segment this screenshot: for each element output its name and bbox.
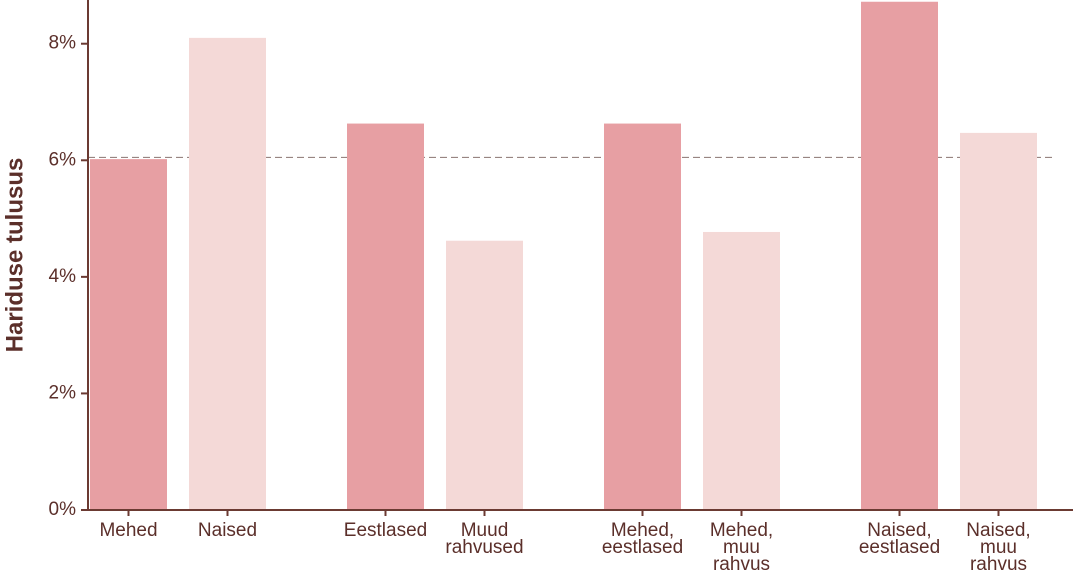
bar bbox=[960, 132, 1037, 511]
bar bbox=[347, 123, 424, 511]
y-tick-label: 4% bbox=[49, 266, 77, 287]
x-tick-label: Eestlased bbox=[343, 520, 428, 541]
x-tick-label: Muud rahvused bbox=[445, 520, 524, 558]
x-tick-label: Mehed, eestlased bbox=[601, 520, 684, 558]
bar bbox=[604, 123, 681, 511]
x-tick-label: Naised, eestlased bbox=[858, 520, 941, 558]
y-axis-label: Hariduse tulusus bbox=[1, 158, 28, 353]
y-tick-label: 8% bbox=[49, 33, 77, 54]
bar bbox=[446, 240, 523, 510]
y-tick-label: 6% bbox=[49, 149, 77, 170]
bar bbox=[90, 159, 167, 510]
bar bbox=[703, 231, 780, 510]
bar bbox=[861, 1, 938, 511]
x-tick-label: Mehed bbox=[99, 520, 158, 541]
y-tick-label: 2% bbox=[49, 382, 77, 403]
x-tick-label: Mehed, muu rahvus bbox=[709, 520, 774, 575]
x-tick-label: Naised bbox=[197, 520, 258, 541]
x-tick-label: Naised, muu rahvus bbox=[966, 520, 1031, 575]
y-tick-label: 0% bbox=[49, 499, 77, 520]
bar bbox=[189, 37, 266, 511]
